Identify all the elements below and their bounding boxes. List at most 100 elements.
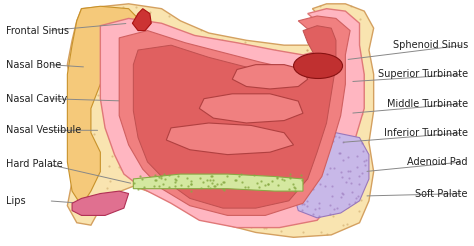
Point	[196, 176, 204, 180]
Polygon shape	[67, 4, 374, 237]
Text: Lips: Lips	[6, 196, 26, 206]
Point	[323, 141, 330, 145]
Point	[300, 202, 308, 206]
Point	[211, 153, 219, 156]
Point	[335, 135, 343, 138]
Point	[113, 97, 120, 101]
Point	[211, 184, 219, 187]
Point	[118, 131, 126, 135]
Polygon shape	[119, 16, 350, 215]
Point	[108, 154, 116, 158]
Point	[347, 4, 355, 8]
Point	[184, 184, 191, 188]
Point	[325, 141, 332, 145]
Point	[305, 182, 312, 186]
Point	[155, 184, 163, 188]
Point	[242, 160, 250, 164]
Point	[265, 142, 273, 146]
Point	[220, 187, 228, 191]
Point	[105, 125, 112, 129]
Point	[204, 184, 211, 188]
Point	[117, 26, 124, 30]
Point	[223, 119, 231, 123]
Point	[274, 127, 282, 131]
Point	[245, 185, 252, 189]
Point	[315, 206, 323, 210]
Point	[216, 181, 224, 185]
Point	[118, 20, 126, 24]
Point	[307, 151, 315, 155]
Point	[329, 139, 337, 143]
Point	[248, 158, 256, 162]
Point	[301, 140, 309, 144]
Point	[353, 26, 361, 30]
Point	[219, 180, 227, 184]
Point	[293, 161, 301, 165]
Point	[339, 223, 346, 227]
Point	[165, 173, 173, 177]
Polygon shape	[132, 9, 151, 31]
Point	[278, 101, 286, 105]
Point	[238, 200, 246, 204]
Point	[258, 115, 265, 119]
Point	[310, 182, 317, 186]
Point	[331, 134, 339, 138]
Point	[335, 151, 342, 155]
Point	[116, 86, 123, 90]
Point	[204, 150, 211, 154]
Point	[105, 136, 113, 140]
Point	[105, 164, 113, 168]
Point	[269, 207, 276, 211]
Point	[108, 86, 115, 90]
Point	[300, 91, 308, 94]
Point	[339, 158, 347, 162]
Point	[220, 163, 228, 167]
Point	[251, 70, 259, 74]
Point	[187, 182, 195, 186]
Point	[289, 182, 297, 186]
Point	[320, 138, 328, 142]
Point	[342, 166, 350, 170]
Point	[253, 181, 260, 185]
Point	[273, 120, 280, 123]
Point	[165, 14, 173, 18]
Point	[291, 186, 299, 190]
Point	[219, 83, 227, 87]
Point	[192, 108, 200, 112]
Point	[264, 182, 272, 186]
Point	[241, 185, 249, 189]
Point	[161, 35, 169, 39]
Point	[347, 108, 355, 112]
Point	[240, 212, 248, 216]
Point	[119, 5, 127, 9]
Point	[214, 51, 221, 55]
Point	[297, 56, 304, 60]
Text: Nasal Vestibule: Nasal Vestibule	[6, 125, 82, 135]
Point	[295, 158, 302, 162]
Point	[246, 138, 254, 142]
Point	[268, 179, 276, 183]
Polygon shape	[100, 9, 364, 228]
Point	[304, 143, 311, 147]
Point	[303, 48, 310, 52]
Point	[160, 60, 167, 63]
Point	[308, 179, 316, 183]
Point	[177, 184, 185, 187]
Point	[353, 165, 361, 169]
Point	[306, 110, 314, 114]
Point	[135, 163, 143, 167]
Point	[302, 165, 310, 169]
Point	[134, 58, 142, 62]
Point	[309, 128, 317, 132]
Text: Nasal Cavity: Nasal Cavity	[6, 94, 67, 104]
Point	[167, 74, 175, 78]
Point	[146, 10, 153, 14]
Point	[289, 217, 297, 221]
Point	[292, 172, 300, 176]
Point	[104, 186, 111, 190]
Point	[130, 181, 137, 185]
Point	[237, 97, 245, 101]
Point	[338, 175, 346, 179]
Point	[344, 205, 352, 209]
Point	[294, 199, 301, 203]
